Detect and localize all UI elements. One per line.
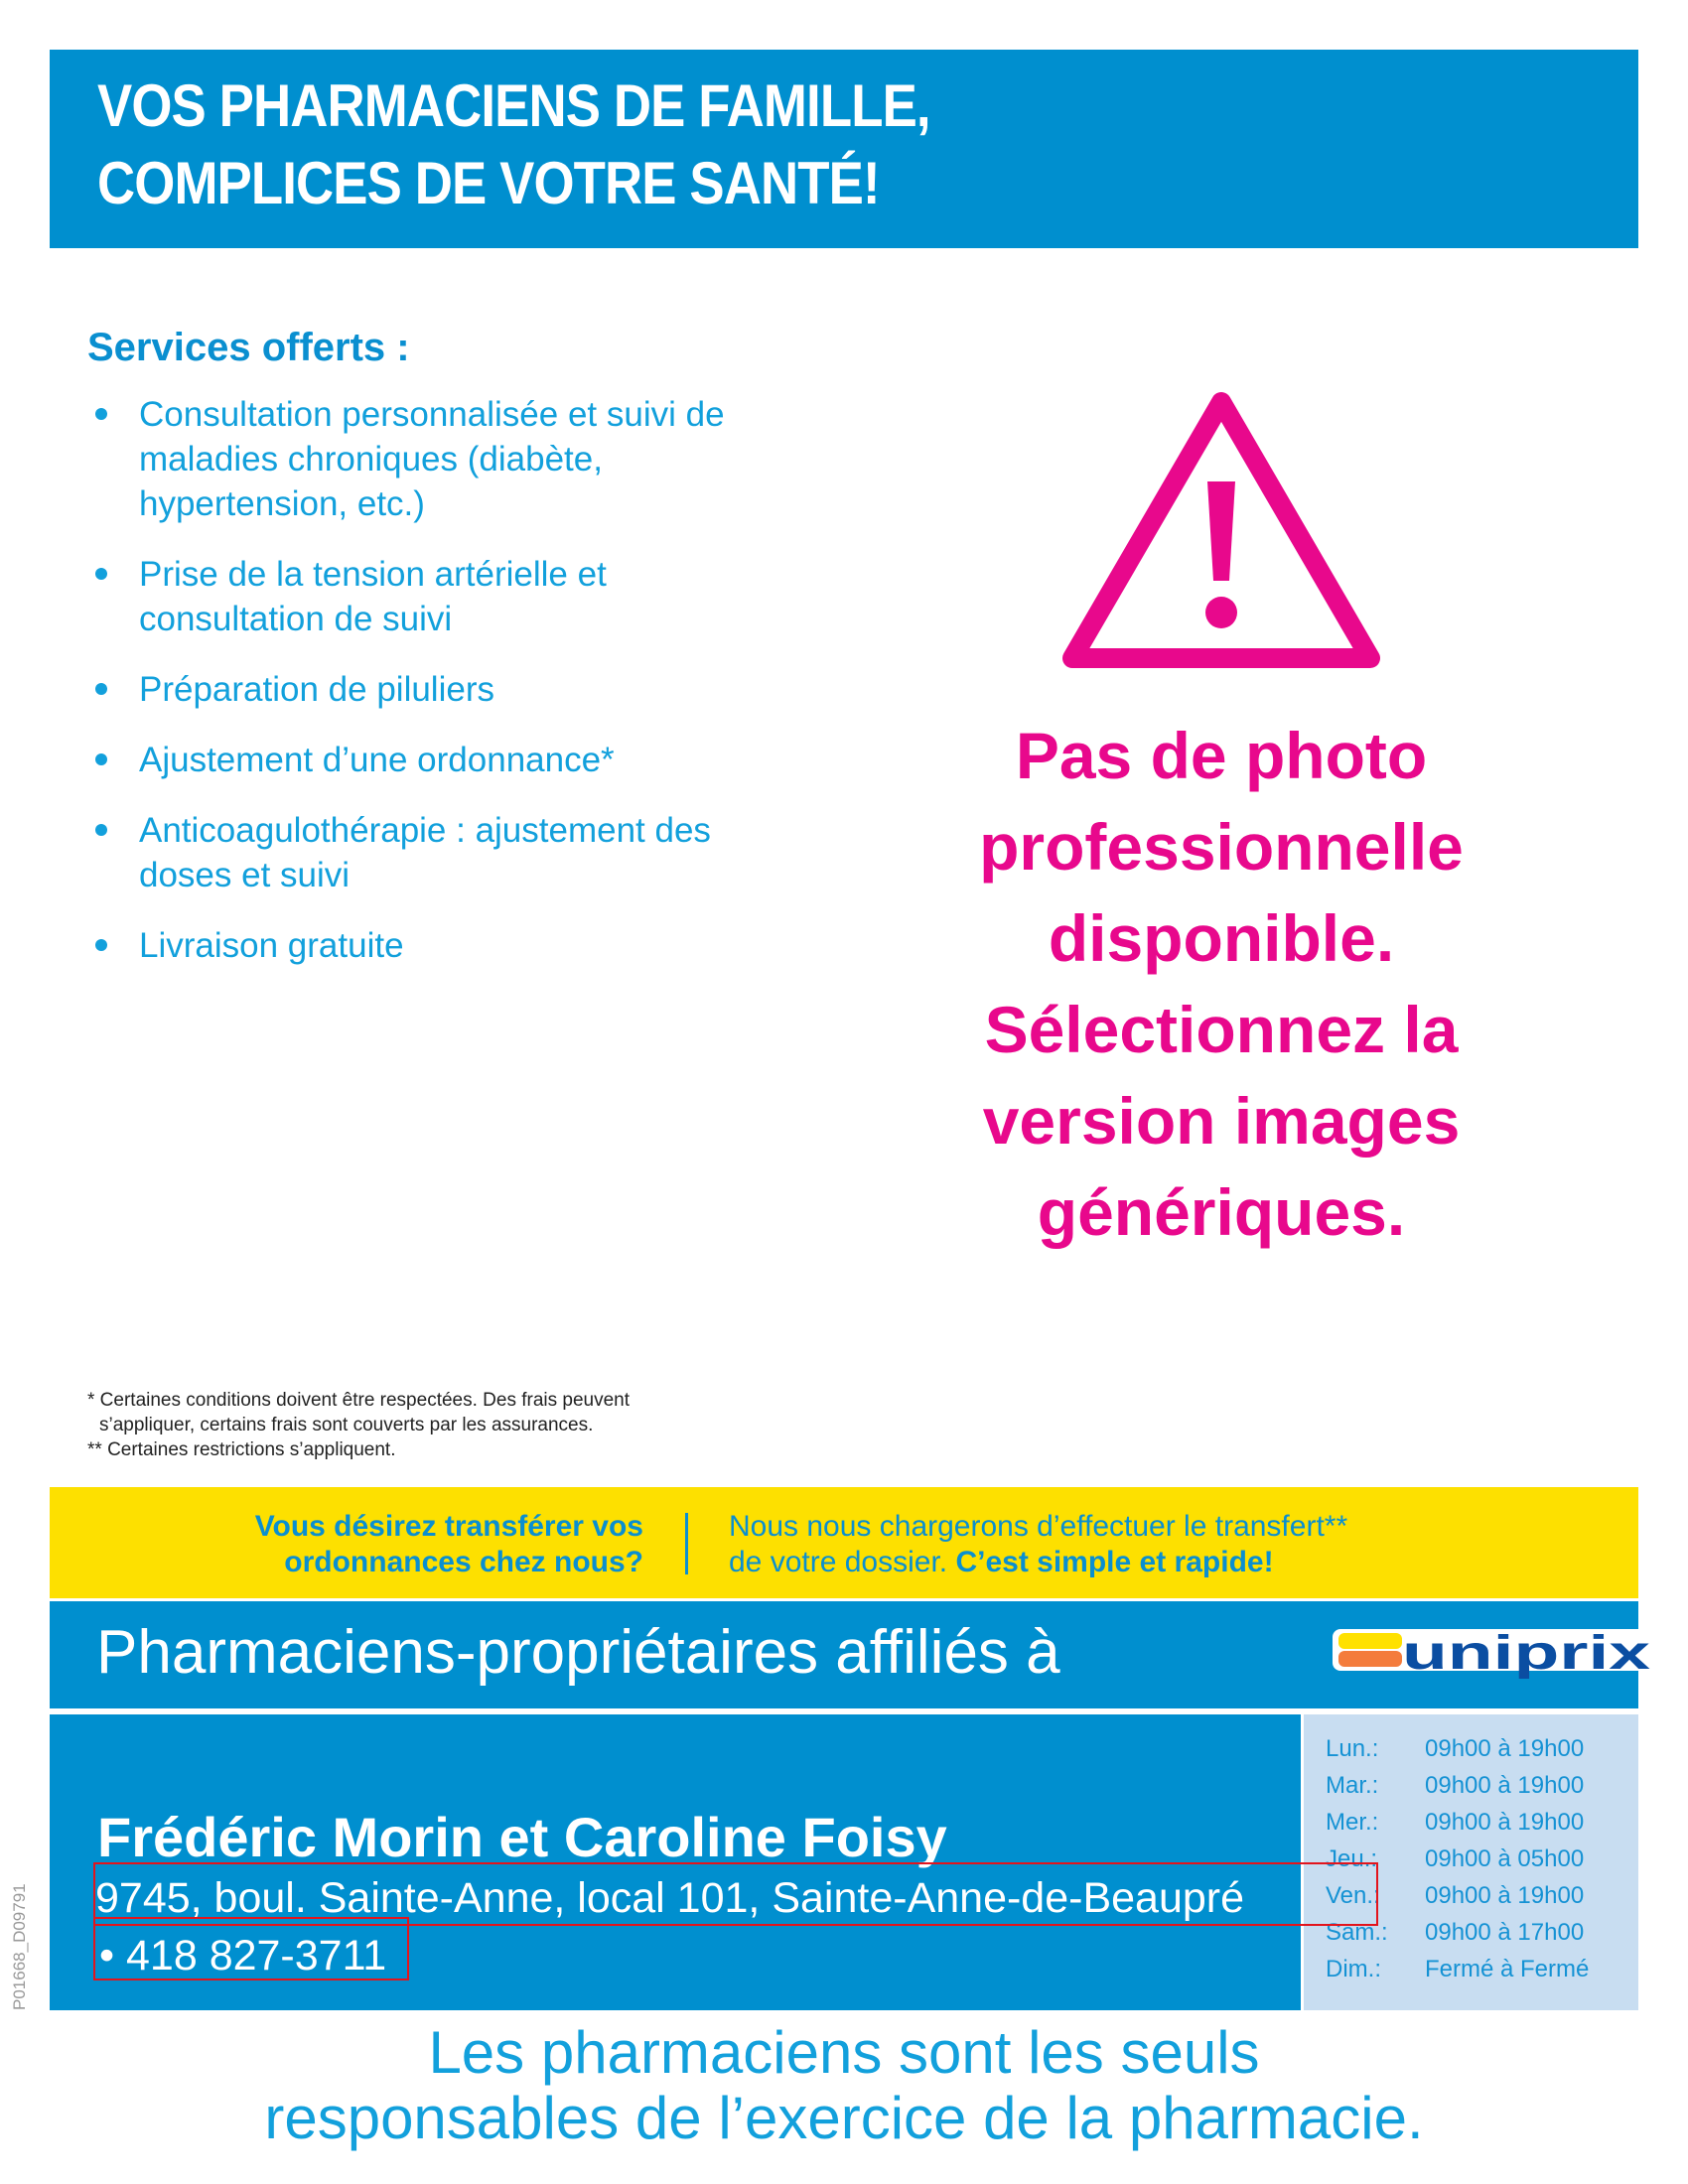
footer-line2: responsables de l’exercice de la pharmac… <box>264 2085 1424 2151</box>
table-row: Dim.: Fermé à Fermé <box>1326 1951 1589 1987</box>
table-row: Sam.: 09h00 à 17h00 <box>1326 1914 1589 1951</box>
table-row: Jeu.: 09h00 à 05h00 <box>1326 1841 1589 1877</box>
list-item: Ajustement d’une ordonnance* <box>91 738 786 782</box>
footer-line1: Les pharmaciens sont les seuls <box>428 2019 1260 2086</box>
service-label: Prise de la tension artérielle et consul… <box>139 555 607 638</box>
day: Ven.: <box>1326 1881 1380 1909</box>
time: 09h00 à 19h00 <box>1425 1881 1585 1909</box>
bullet-icon <box>95 683 107 695</box>
transfer-answer-l1: Nous nous chargerons d’effectuer le tran… <box>729 1510 1348 1543</box>
transfer-answer: Nous nous chargerons d’effectuer le tran… <box>729 1509 1347 1580</box>
transfer-question-l2: ordonnances chez nous? <box>284 1546 643 1578</box>
uniprix-logo: uniprix <box>1333 1627 1654 1680</box>
list-item: Préparation de piluliers <box>91 667 786 712</box>
service-label: Préparation de piluliers <box>139 670 494 709</box>
divider <box>685 1513 688 1574</box>
transfer-question-l1: Vous désirez transférer vos <box>254 1510 643 1543</box>
services-title: Services offerts : <box>87 326 410 369</box>
service-label: Livraison gratuite <box>139 926 404 965</box>
transfer-question: Vous désirez transférer vos ordonnances … <box>255 1509 643 1580</box>
warning-triangle-icon <box>1062 392 1380 668</box>
services-list: Consultation personnalisée et suivi de m… <box>91 392 786 994</box>
time: 09h00 à 19h00 <box>1425 1771 1585 1799</box>
svg-text:uniprix: uniprix <box>1402 1627 1650 1680</box>
no-photo-message: Pas de photo professionnelle disponible.… <box>979 719 1464 1249</box>
header-title-line1: VOS PHARMACIENS DE FAMILLE, <box>97 72 931 139</box>
day: Jeu.: <box>1326 1844 1378 1872</box>
bullet-icon <box>95 568 107 580</box>
footer-statement: Les pharmaciens sont les seuls responsab… <box>0 2020 1688 2151</box>
document-code: P01668_D09791 <box>10 1883 29 2010</box>
list-item: Prise de la tension artérielle et consul… <box>91 552 735 641</box>
time: 09h00 à 19h00 <box>1425 1808 1585 1836</box>
hours-table: Lun.: 09h00 à 19h00 Mar.: 09h00 à 19h00 Me… <box>1326 1730 1589 1987</box>
day: Mar.: <box>1326 1771 1379 1799</box>
day: Mer.: <box>1326 1808 1379 1836</box>
pharmacy-phone: • 418 827-3711 <box>99 1932 387 1979</box>
footnotes: * Certaines conditions doivent être resp… <box>87 1388 630 1462</box>
list-item: Consultation personnalisée et suivi de m… <box>91 392 735 526</box>
bullet-icon <box>95 824 107 836</box>
pharmacy-address: 9745, boul. Sainte-Anne, local 101, Sain… <box>95 1874 1245 1922</box>
table-row: Lun.: 09h00 à 19h00 <box>1326 1730 1589 1767</box>
affiliation-text: Pharmaciens-propriétaires affiliés à <box>96 1618 1060 1687</box>
transfer-answer-bold: C’est simple et rapide! <box>955 1546 1274 1578</box>
bullet-icon <box>95 408 107 420</box>
table-row: Mar.: 09h00 à 19h00 <box>1326 1767 1589 1804</box>
time: 09h00 à 19h00 <box>1425 1734 1585 1762</box>
affiliation-banner: Pharmaciens-propriétaires affiliés à uni… <box>50 1601 1654 1708</box>
header-title-line2: COMPLICES DE VOTRE SANTÉ! <box>97 150 881 216</box>
phone-highlight-box <box>93 1917 409 1980</box>
table-row: Mer.: 09h00 à 19h00 <box>1326 1804 1589 1841</box>
footnote-1: * Certaines conditions doivent être resp… <box>87 1390 631 1411</box>
service-label: Ajustement d’une ordonnance* <box>139 741 615 779</box>
pharmacist-names: Frédéric Morin et Caroline Foisy <box>97 1806 947 1868</box>
time: 09h00 à 05h00 <box>1425 1844 1585 1872</box>
transfer-answer-l2: de votre dossier. <box>729 1546 948 1578</box>
bullet-icon <box>95 753 107 765</box>
service-label: Consultation personnalisée et suivi de m… <box>139 395 725 523</box>
bullet-icon <box>95 939 107 951</box>
time: Fermé à Fermé <box>1425 1955 1590 1982</box>
time: 09h00 à 17h00 <box>1425 1918 1585 1946</box>
service-label: Anticoagulothérapie : ajustement des dos… <box>139 811 711 894</box>
list-item: Livraison gratuite <box>91 923 786 968</box>
day: Lun.: <box>1326 1734 1379 1762</box>
transfer-banner: Vous désirez transférer vos ordonnances … <box>50 1487 1638 1598</box>
list-item: Anticoagulothérapie : ajustement des dos… <box>91 808 774 897</box>
table-row: Ven.: 09h00 à 19h00 <box>1326 1877 1589 1914</box>
header-banner: VOS PHARMACIENS DE FAMILLE, COMPLICES DE… <box>50 50 1638 248</box>
footnote-2: ** Certaines restrictions s’appliquent. <box>87 1439 396 1460</box>
address-highlight-box <box>93 1862 1378 1926</box>
footnote-1-cont: s’appliquer, certains frais sont couvert… <box>99 1415 594 1435</box>
day: Dim.: <box>1326 1955 1381 1982</box>
